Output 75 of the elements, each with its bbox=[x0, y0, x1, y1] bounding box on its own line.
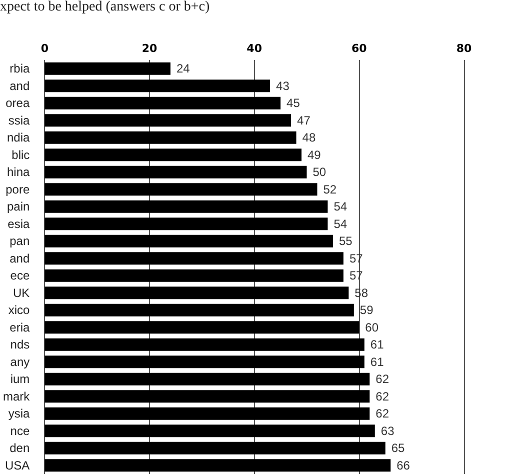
data-label: 61 bbox=[370, 354, 384, 369]
bar bbox=[44, 96, 281, 110]
data-label: 62 bbox=[376, 389, 390, 404]
y-tick-label: mark bbox=[2, 389, 31, 404]
bar bbox=[44, 356, 364, 368]
y-tick-label: and bbox=[10, 251, 30, 266]
bar bbox=[44, 200, 328, 213]
y-tick-label: UK bbox=[12, 286, 30, 300]
data-label: 63 bbox=[380, 424, 395, 438]
y-tick-label: ssia bbox=[8, 113, 30, 128]
y-tick-label: and bbox=[10, 78, 30, 93]
y-tick-label: nds bbox=[10, 338, 30, 352]
data-label: 60 bbox=[365, 320, 379, 334]
y-tick-label: pain bbox=[6, 200, 30, 214]
y-tick-label: any bbox=[10, 354, 30, 369]
y-tick-label: esia bbox=[8, 216, 30, 231]
data-label: 48 bbox=[302, 130, 316, 145]
y-tick-label: den bbox=[10, 441, 30, 456]
data-label: 50 bbox=[312, 165, 326, 180]
bar bbox=[44, 218, 328, 230]
data-label: 45 bbox=[286, 96, 300, 110]
data-label: 43 bbox=[276, 78, 290, 93]
data-label: 49 bbox=[308, 148, 322, 162]
x-tick-label: 0 bbox=[40, 42, 49, 55]
bar bbox=[44, 459, 391, 472]
y-tick-label: pore bbox=[6, 182, 30, 196]
bar bbox=[44, 286, 349, 300]
data-label: 62 bbox=[376, 372, 390, 386]
chart-title: xpect to be helped (answers c or b+c) bbox=[0, 0, 210, 14]
bar bbox=[44, 148, 302, 162]
y-tick-label: eria bbox=[10, 320, 30, 334]
y-tick-label: hina bbox=[6, 165, 30, 180]
data-label: 54 bbox=[334, 216, 348, 231]
x-tick-label: 20 bbox=[142, 42, 158, 55]
bar bbox=[44, 80, 270, 92]
bar bbox=[44, 424, 375, 438]
x-tick-label: 40 bbox=[246, 42, 262, 55]
bar bbox=[44, 407, 370, 420]
y-tick-label: blic bbox=[12, 148, 30, 162]
data-label: 66 bbox=[396, 458, 410, 472]
y-tick-label: pan bbox=[10, 234, 30, 248]
x-tick-label: 60 bbox=[352, 42, 368, 55]
data-label: 61 bbox=[370, 338, 384, 352]
data-label: 59 bbox=[360, 303, 374, 318]
data-label: 54 bbox=[334, 200, 348, 214]
bar bbox=[44, 114, 292, 127]
data-label: 24 bbox=[176, 62, 190, 76]
y-tick-label: ysia bbox=[8, 406, 30, 421]
bar bbox=[44, 166, 307, 178]
y-tick-label: ndia bbox=[6, 130, 30, 145]
bar bbox=[44, 269, 344, 282]
bar bbox=[44, 442, 386, 454]
y-tick-label: ium bbox=[10, 372, 30, 386]
data-label: 52 bbox=[323, 182, 337, 196]
bar bbox=[44, 390, 370, 403]
data-label: 55 bbox=[338, 234, 353, 248]
data-label: 62 bbox=[376, 406, 390, 421]
bar bbox=[44, 372, 370, 386]
bar bbox=[44, 321, 360, 334]
bar bbox=[44, 62, 170, 75]
y-tick-label: xico bbox=[8, 303, 30, 318]
bar bbox=[44, 252, 344, 265]
y-tick-label: rbia bbox=[10, 62, 30, 76]
bar bbox=[44, 131, 296, 144]
bar bbox=[44, 338, 364, 351]
y-tick-label: USA bbox=[4, 458, 30, 472]
bar bbox=[44, 304, 354, 316]
x-tick-label: 80 bbox=[456, 42, 472, 55]
bar bbox=[44, 234, 333, 248]
data-label: 65 bbox=[391, 441, 406, 456]
y-tick-label: orea bbox=[6, 96, 30, 110]
data-label: 47 bbox=[297, 113, 311, 128]
y-tick-label: ece bbox=[10, 268, 30, 283]
y-tick-label: nce bbox=[10, 424, 30, 438]
bar bbox=[44, 183, 318, 196]
